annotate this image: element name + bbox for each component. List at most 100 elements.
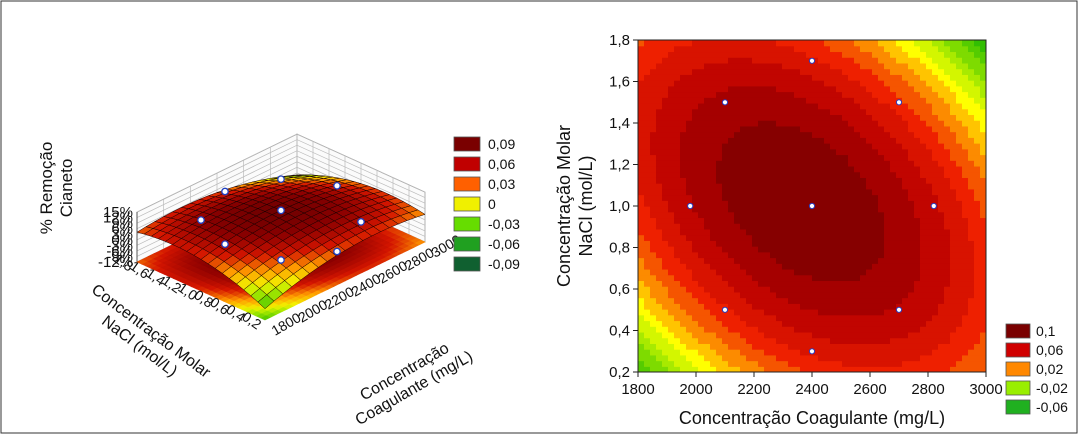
contour-cell [920, 108, 927, 116]
legend-label: 0,03 [488, 176, 515, 192]
contour-cell [794, 131, 801, 138]
contour-cell [848, 257, 855, 264]
contour-cell [932, 251, 939, 259]
contour-cell [890, 354, 897, 362]
contour-cell [674, 40, 681, 47]
contour-cell [848, 280, 855, 287]
contour-cell [686, 337, 693, 344]
contour-cell [950, 228, 957, 236]
contour-cell [680, 297, 687, 304]
contour-cell [866, 326, 873, 333]
contour-cell [878, 337, 885, 344]
contour-cell [710, 45, 717, 53]
contour-cell [734, 57, 741, 64]
contour-cell [698, 343, 705, 350]
contour-cell [914, 200, 921, 207]
contour-cell [848, 51, 855, 58]
contour-cell [638, 143, 645, 150]
contour-cell [704, 114, 711, 121]
contour-cell [884, 251, 891, 259]
contour-cell [806, 354, 813, 362]
contour-cell [764, 91, 771, 98]
contour-cell [740, 148, 747, 156]
contour-cell [788, 68, 795, 75]
contour-cell [866, 228, 873, 236]
contour-cell [734, 45, 741, 53]
contour-cell [824, 257, 831, 264]
contour-cell [848, 326, 855, 333]
contour-cell [668, 331, 675, 339]
contour-cell [932, 143, 939, 150]
contour-cell [686, 234, 693, 241]
contour-cell [740, 309, 747, 316]
contour-cell [920, 309, 927, 316]
contour-cell [818, 80, 825, 87]
contour-cell [710, 160, 717, 167]
contour-point [895, 306, 903, 313]
contour-cell [746, 337, 753, 344]
contour-cell [908, 228, 915, 236]
contour-cell [674, 120, 681, 127]
contour-cell [692, 251, 699, 259]
contour-cell [950, 274, 957, 282]
contour-cell [926, 246, 933, 253]
contour-cell [770, 200, 777, 207]
contour-cell [950, 171, 957, 178]
contour-cell [800, 286, 807, 293]
contour-cell [884, 68, 891, 75]
contour-cell [662, 51, 669, 58]
contour-cell [656, 62, 663, 70]
contour-cell [902, 366, 909, 372]
contour-cell [680, 137, 687, 144]
contour-cell [800, 274, 807, 282]
contour-cell [746, 120, 753, 127]
contour-cell [902, 80, 909, 87]
contour-cell [722, 246, 729, 253]
contour-cell [908, 137, 915, 144]
contour-cell [902, 194, 909, 201]
contour-cell [806, 240, 813, 247]
contour-cell [644, 91, 651, 98]
contour-cell [974, 343, 981, 350]
contour-cell [788, 160, 795, 167]
contour-cell [644, 291, 651, 299]
contour-cell [836, 223, 843, 230]
contour-cell [806, 62, 813, 70]
contour-cell [968, 188, 975, 196]
contour-cell [746, 314, 753, 322]
contour-cell [740, 240, 747, 247]
contour-cell [902, 148, 909, 156]
contour-cell [866, 45, 873, 53]
contour-cell [896, 240, 903, 247]
contour-cell [836, 148, 843, 156]
contour-cell [812, 326, 819, 333]
contour-cell [638, 85, 645, 93]
contour-cell [710, 240, 717, 247]
contour-cell [650, 200, 657, 207]
contour-cell [896, 354, 903, 362]
contour-cell [950, 211, 957, 219]
contour-cell [722, 51, 729, 58]
contour-cell [776, 211, 783, 219]
contour-cell [890, 177, 897, 184]
contour-cell [764, 177, 771, 184]
contour-cell [776, 80, 783, 87]
contour-cell [980, 206, 986, 213]
contour-cell [932, 240, 939, 247]
contour-cell [980, 171, 986, 178]
contour-cell [830, 234, 837, 241]
contour-cell [656, 143, 663, 150]
contour-cell [686, 143, 693, 150]
contour-cell [890, 337, 897, 344]
contour-cell [932, 97, 939, 104]
contour-cell [884, 62, 891, 70]
contour-cell [728, 108, 735, 116]
contour-cell [662, 200, 669, 207]
contour-cell [674, 246, 681, 253]
contour-cell [878, 354, 885, 362]
contour-cell [842, 200, 849, 207]
contour-cell [950, 125, 957, 133]
contour-cell [746, 234, 753, 241]
contour-cell [680, 160, 687, 167]
contour-cell [734, 68, 741, 75]
